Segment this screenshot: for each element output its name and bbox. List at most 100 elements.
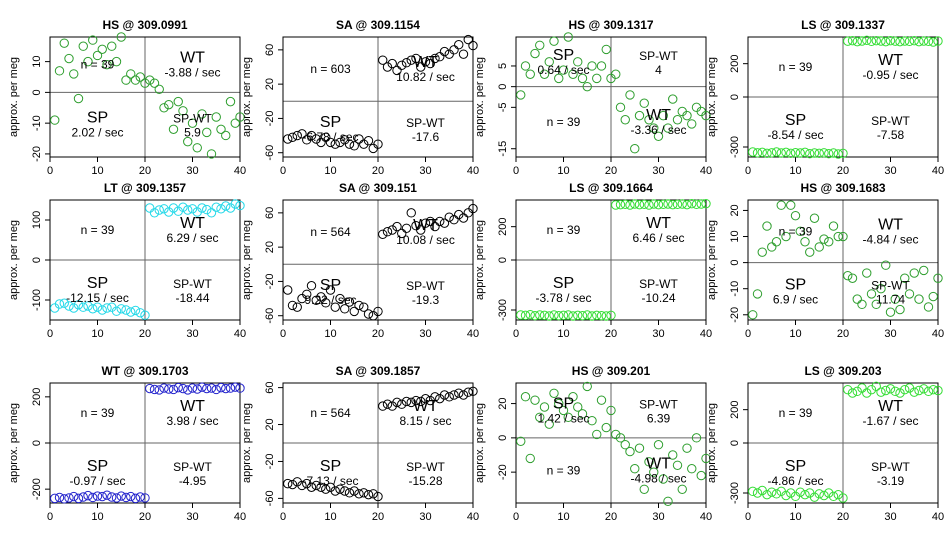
data-point xyxy=(587,311,597,321)
data-point xyxy=(145,203,155,213)
data-point xyxy=(373,491,383,502)
sp-label: SP xyxy=(785,112,806,129)
data-point xyxy=(800,147,810,158)
y-tick-label: -20 xyxy=(729,307,741,323)
data-point xyxy=(866,36,877,47)
sp-rate-label: -7.13 / sec xyxy=(302,474,358,488)
data-point xyxy=(416,225,426,235)
y-axis-label: approx. per meg xyxy=(241,403,253,483)
data-point xyxy=(909,268,919,278)
x-tick-label: 40 xyxy=(234,165,246,177)
data-point xyxy=(630,464,640,474)
x-tick-label: 10 xyxy=(91,511,103,523)
data-point xyxy=(895,304,905,315)
data-point xyxy=(154,205,164,215)
data-point xyxy=(644,200,654,210)
data-point xyxy=(311,295,321,305)
panel-title: HS @ 309.1683 xyxy=(800,181,885,195)
data-point xyxy=(852,386,862,397)
data-point xyxy=(691,199,702,210)
data-point xyxy=(349,486,359,496)
data-point xyxy=(781,147,791,158)
y-tick-label: -5 xyxy=(497,102,509,112)
sp-rate-label: -4.86 / sec xyxy=(767,474,823,488)
wt-label: WT xyxy=(646,455,671,472)
data-point xyxy=(454,40,464,50)
data-point xyxy=(135,492,145,502)
data-point xyxy=(230,118,240,128)
data-point xyxy=(50,493,60,504)
panel-2: SA @ 309.1154 approx. per meg 0 10 20 30 40 -60… xyxy=(241,18,479,177)
y-axis-label: approx. per meg xyxy=(8,57,20,137)
data-point xyxy=(668,450,678,460)
data-point xyxy=(687,119,697,129)
y-tick-label: 200 xyxy=(497,217,509,235)
data-point xyxy=(349,306,359,317)
y-tick-label: -60 xyxy=(264,308,276,324)
data-point xyxy=(311,480,321,491)
data-point xyxy=(59,494,69,504)
data-point xyxy=(625,200,635,210)
data-point xyxy=(211,112,221,122)
data-point xyxy=(425,58,435,69)
n-count-label: n = 39 xyxy=(547,463,581,477)
data-point xyxy=(297,129,307,139)
x-tick-label: 0 xyxy=(513,165,519,177)
sp-rate-label: -8.54 / sec xyxy=(767,128,823,142)
data-point xyxy=(392,221,402,232)
y-tick-label: -20 xyxy=(31,146,43,162)
y-tick-label: -100 xyxy=(31,289,43,311)
data-point xyxy=(573,57,583,67)
data-point xyxy=(378,401,388,411)
sp-rate-label: -12.15 / sec xyxy=(66,291,129,305)
y-tick-label: 20 xyxy=(264,418,276,430)
x-tick-label: 30 xyxy=(419,511,431,523)
data-point xyxy=(771,147,782,157)
data-point xyxy=(444,392,454,402)
data-point xyxy=(458,49,469,59)
y-tick-label: 0 xyxy=(31,440,43,446)
data-point xyxy=(871,35,881,46)
data-point xyxy=(767,148,777,158)
data-point xyxy=(183,205,193,215)
data-point xyxy=(382,399,393,409)
x-tick-label: 30 xyxy=(186,165,198,177)
data-point xyxy=(69,303,79,313)
data-point xyxy=(786,200,796,210)
data-point xyxy=(634,110,645,121)
data-point xyxy=(862,388,872,398)
data-point xyxy=(762,489,772,500)
sp-wt-value: 6.39 xyxy=(647,411,671,425)
y-tick-label: 0 xyxy=(497,257,509,263)
data-point xyxy=(378,55,388,65)
data-point xyxy=(439,390,450,400)
wt-label: WT xyxy=(878,398,903,415)
data-point xyxy=(615,102,626,113)
data-point xyxy=(454,388,464,398)
data-point xyxy=(620,199,630,210)
data-point xyxy=(767,242,777,252)
data-point xyxy=(577,409,588,419)
data-point xyxy=(833,149,843,159)
data-point xyxy=(558,405,569,416)
data-point xyxy=(620,440,630,450)
data-point xyxy=(668,199,678,210)
data-point xyxy=(297,480,307,491)
x-tick-label: 0 xyxy=(280,328,286,340)
wt-label: WT xyxy=(180,398,205,415)
data-point xyxy=(306,130,317,141)
y-axis-label: approx. per meg xyxy=(706,403,718,483)
data-point xyxy=(516,90,526,100)
y-axis-label: approx. per meg xyxy=(474,403,486,483)
y-tick-label: 100 xyxy=(31,211,43,229)
data-point xyxy=(97,44,107,55)
y-tick-label: -20 xyxy=(264,273,276,289)
data-point xyxy=(757,147,767,158)
data-point xyxy=(573,402,583,412)
data-point xyxy=(786,148,796,159)
data-point xyxy=(649,199,659,209)
x-tick-label: 20 xyxy=(837,511,849,523)
y-tick-label: 60 xyxy=(264,381,276,393)
x-tick-label: 20 xyxy=(139,165,151,177)
